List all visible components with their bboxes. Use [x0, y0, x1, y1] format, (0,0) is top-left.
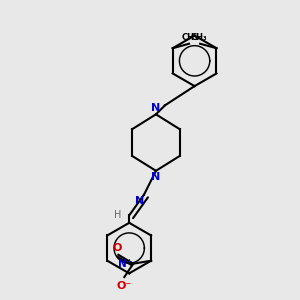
- Text: CH₃: CH₃: [190, 33, 207, 42]
- Text: N: N: [151, 103, 160, 113]
- Text: O⁻: O⁻: [117, 280, 132, 291]
- Text: H: H: [114, 210, 122, 220]
- Text: O: O: [112, 243, 122, 253]
- Text: N: N: [135, 196, 144, 206]
- Text: CH₃: CH₃: [182, 33, 199, 42]
- Text: N⁺: N⁺: [118, 259, 132, 269]
- Text: N: N: [151, 172, 160, 182]
